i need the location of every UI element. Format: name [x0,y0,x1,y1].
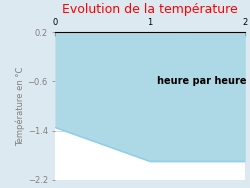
Text: heure par heure: heure par heure [157,76,247,86]
Title: Evolution de la température: Evolution de la température [62,3,238,16]
Y-axis label: Température en °C: Température en °C [15,66,25,146]
